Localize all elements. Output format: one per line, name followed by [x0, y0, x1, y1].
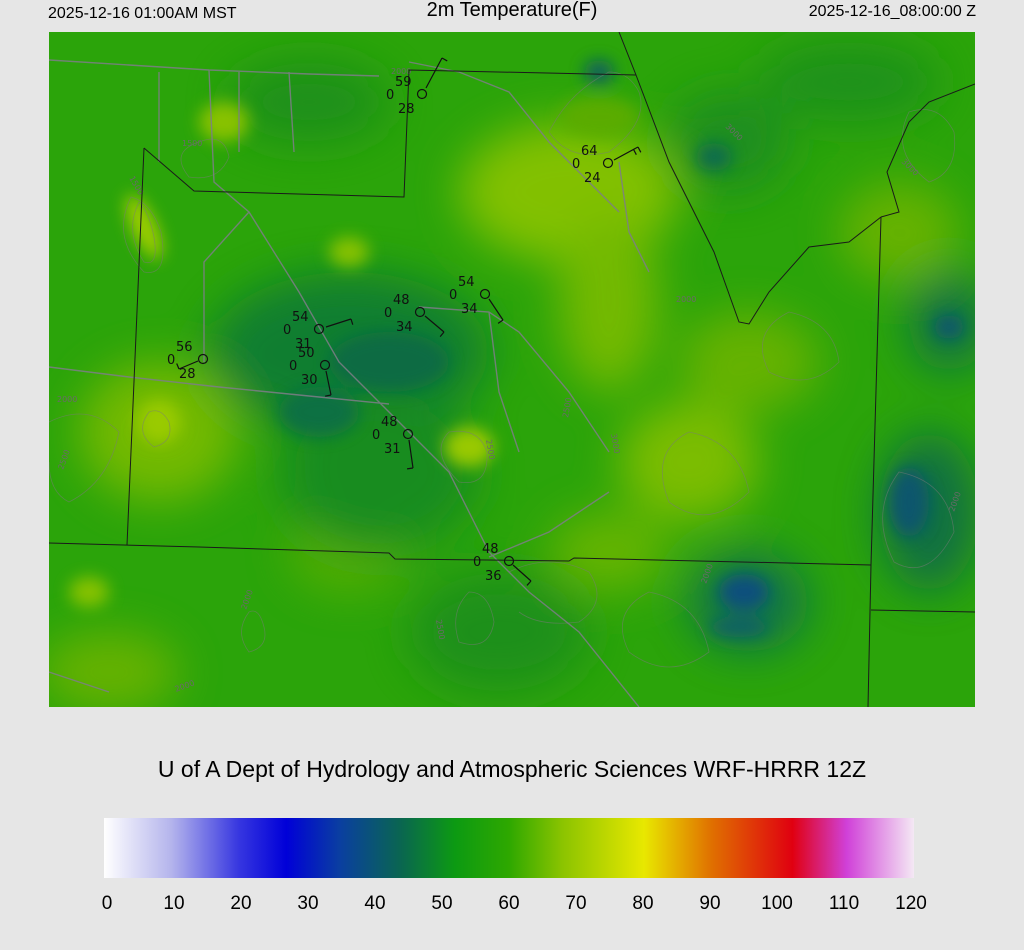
station-cloud-cover: 0	[289, 359, 297, 374]
station-plot: 540 34	[449, 275, 504, 324]
county-boundaries	[49, 32, 975, 707]
colorbar-tick-label: 30	[297, 893, 319, 914]
wind-barb	[425, 57, 448, 89]
contour-label: 2000	[57, 395, 77, 404]
wind-barb	[613, 146, 642, 161]
station-cloud-cover: 0	[384, 306, 392, 321]
station-plot: 480 31	[372, 415, 414, 470]
temperature-field	[49, 32, 975, 707]
terrain-contours	[49, 71, 956, 668]
credit-line: U of A Dept of Hydrology and Atmospheric…	[157, 756, 867, 782]
colorbar-tick-label: 120	[895, 893, 927, 914]
station-dewpoint: 24	[584, 171, 601, 186]
temperature-colorbar	[104, 818, 914, 878]
colorbar-gradient	[104, 818, 914, 878]
station-plot: 590 28	[386, 57, 448, 117]
station-cloud-cover: 0	[372, 428, 380, 443]
station-cloud-cover: 0	[449, 288, 457, 303]
wind-barb	[324, 370, 332, 397]
station-dewpoint: 30	[301, 373, 318, 388]
station-temperature: 50	[298, 346, 315, 361]
station-temperature: 59	[395, 75, 412, 90]
station-temperature: 56	[176, 340, 193, 355]
colorbar-tick-label: 50	[431, 893, 453, 914]
colorbar-tick-label: 110	[828, 893, 860, 914]
wind-barb	[424, 315, 445, 337]
station-plots: 5902864024540344803454031560285003048031…	[167, 57, 642, 586]
colorbar-tick-label: 90	[699, 893, 721, 914]
colorbar-tick-labels: 0 10 20 30 40 50 60 70 80 90 100 110 120	[101, 893, 927, 919]
station-plot: 560 28	[167, 340, 209, 382]
temperature-map: 1500 1500 2000 2000 2000 2000 2000 2500 …	[49, 32, 975, 707]
station-circle	[319, 359, 331, 371]
station-cloud-cover: 0	[167, 353, 175, 368]
station-circle	[602, 157, 614, 169]
station-dewpoint: 34	[461, 302, 478, 317]
colorbar-tick-label: 70	[565, 893, 587, 914]
station-plot: 480 36	[473, 542, 532, 586]
station-temperature: 54	[292, 310, 309, 325]
contour-label: 2000	[676, 295, 696, 304]
wind-barb	[488, 298, 504, 324]
colorbar-tick-label: 20	[230, 893, 252, 914]
station-cloud-cover: 0	[473, 555, 481, 570]
station-circle	[197, 353, 209, 365]
station-temperature: 54	[458, 275, 475, 290]
station-dewpoint: 31	[384, 442, 401, 457]
wind-barb	[325, 318, 354, 328]
colorbar-tick-label: 0	[101, 893, 113, 914]
station-plot: 500 30	[289, 346, 332, 397]
contour-label: 2000	[391, 67, 411, 76]
station-plot: 540 31	[283, 310, 354, 352]
roads	[49, 59, 650, 707]
station-plot: 640 24	[572, 144, 642, 186]
colorbar-tick-label: 80	[632, 893, 654, 914]
colorbar-tick-label: 60	[498, 893, 520, 914]
station-temperature: 64	[581, 144, 598, 159]
station-cloud-cover: 0	[283, 323, 291, 338]
station-circle	[414, 306, 426, 318]
station-dewpoint: 28	[179, 367, 196, 382]
colorbar-tick-label: 100	[761, 893, 793, 914]
station-dewpoint: 34	[396, 320, 413, 335]
wind-barb	[512, 564, 532, 586]
map-title: 2m Temperature(F)	[426, 0, 598, 21]
contour-label: 2500	[484, 439, 496, 461]
contour-label: 2500	[434, 619, 446, 641]
station-dewpoint: 36	[485, 569, 502, 584]
station-temperature: 48	[393, 293, 410, 308]
contour-label: 1500	[182, 139, 202, 148]
wind-barb	[406, 439, 414, 470]
contour-label: 2500	[561, 397, 573, 419]
station-circle	[503, 555, 515, 567]
station-circle	[479, 288, 491, 300]
station-cloud-cover: 0	[572, 157, 580, 172]
station-circle	[416, 88, 428, 100]
station-circle	[402, 428, 414, 440]
wind-barb	[176, 360, 199, 370]
valid-time-local: 2025-12-16 01:00AM MST	[48, 5, 237, 22]
station-cloud-cover: 0	[386, 88, 394, 103]
station-temperature: 48	[482, 542, 499, 557]
station-circle	[313, 323, 325, 335]
station-dewpoint: 31	[295, 337, 312, 352]
colorbar-tick-label: 40	[364, 893, 386, 914]
valid-time-utc: 2025-12-16_08:00:00 Z	[808, 3, 976, 20]
contour-label: 3000	[609, 433, 621, 455]
station-temperature: 48	[381, 415, 398, 430]
station-plot: 480 34	[384, 293, 445, 337]
colorbar-tick-label: 10	[163, 893, 185, 914]
station-dewpoint: 28	[398, 102, 415, 117]
